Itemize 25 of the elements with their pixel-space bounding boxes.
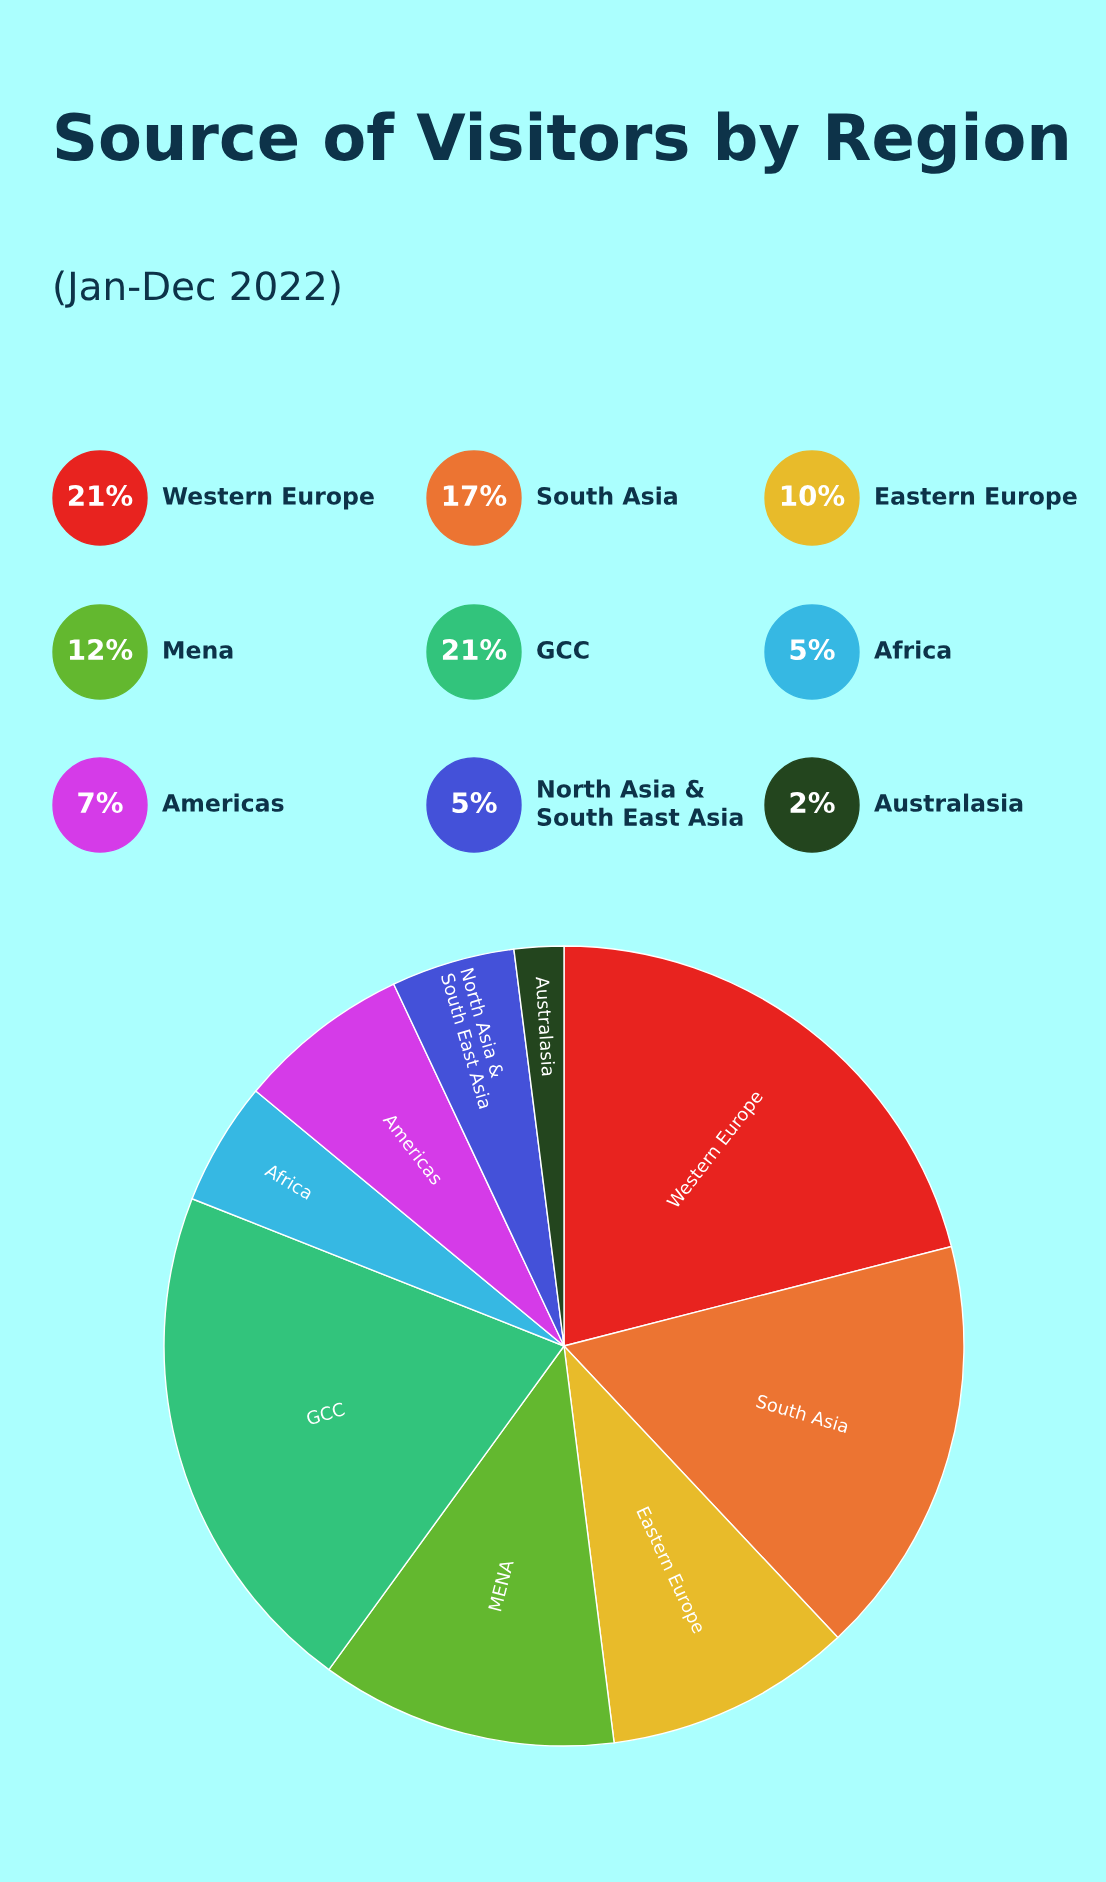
text: GCC: [537, 640, 589, 659]
text: Australasia: [874, 793, 1023, 812]
text: North Asia & South East Asia: [537, 779, 743, 826]
text: 21%: [68, 485, 133, 507]
text: 17%: [443, 485, 507, 507]
text: 7%: [78, 792, 123, 814]
text: 2%: [790, 792, 835, 814]
text: 5%: [452, 792, 497, 814]
text: 10%: [781, 485, 845, 507]
chart-subtitle: (Jan-Dec 2022): [55, 270, 340, 308]
slice-label: MENA: [488, 1558, 514, 1612]
text: 21%: [442, 639, 507, 661]
text: Mena: [164, 641, 233, 659]
chart-title: Source of Visitors by Region: [56, 111, 1067, 174]
text: Americas: [162, 793, 284, 812]
text: Africa: [874, 640, 951, 659]
slice-label: GCC: [305, 1401, 346, 1426]
slice-label: Australasia: [535, 976, 556, 1076]
text: 5%: [790, 639, 835, 661]
text: Eastern Europe: [876, 487, 1077, 510]
text: Western Europe: [162, 487, 374, 510]
text: South Asia: [537, 486, 677, 505]
text: 12%: [69, 639, 133, 661]
slice-label: South Asia: [755, 1393, 850, 1434]
slice-label: North Asia & South East Asia: [440, 967, 505, 1109]
